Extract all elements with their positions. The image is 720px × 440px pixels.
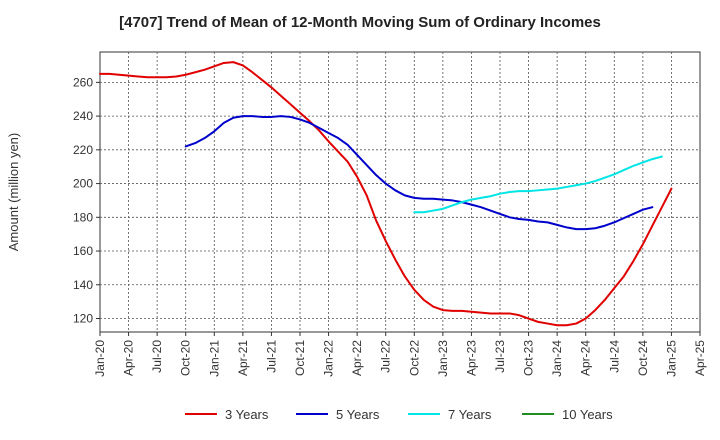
x-tick-label: Oct-22 [407,340,421,376]
y-tick-label: 260 [73,75,93,89]
x-tick-label: Apr-22 [350,340,364,376]
y-tick-label: 120 [73,312,93,326]
legend-label: 10 Years [562,407,613,422]
x-tick-label: Jul-23 [493,340,507,373]
x-tick-label: Apr-21 [236,340,250,376]
x-tick-label: Jul-24 [607,340,621,373]
series-line-5-years [184,115,654,231]
x-tick-label: Apr-24 [579,340,593,376]
x-tick-label: Oct-21 [293,340,307,376]
chart-title: [4707] Trend of Mean of 12-Month Moving … [119,14,601,31]
y-tick-label: 160 [73,244,93,258]
x-tick-label: Jan-23 [436,340,450,377]
x-tick-label: Apr-20 [122,340,136,376]
x-tick-label: Jan-24 [550,340,564,377]
x-tick-label: Jul-20 [150,340,164,373]
y-tick-label: 140 [73,278,93,292]
legend: 3 Years 5 Years 7 Years 10 Years [185,407,613,422]
legend-label: 7 Years [448,407,492,422]
x-tick-label: Apr-23 [464,340,478,376]
series-line-3-years [99,61,673,327]
y-tick-label: 220 [73,143,93,157]
x-tick-label: Jan-21 [207,340,221,377]
x-tick-label: Apr-25 [693,340,707,376]
tick-layer: 120 140 160 180 200 220 240 260 Jan-20 Apr-20 Jul-… [73,75,707,376]
y-tick-label: 200 [73,177,93,191]
y-tick-label: 180 [73,210,93,224]
legend-label: 3 Years [225,407,269,422]
x-tick-label: Oct-23 [522,340,536,376]
x-tick-label: Jul-22 [379,340,393,373]
series-line-7-years [413,155,663,214]
y-axis-label: Amount (million yen) [6,133,21,252]
series-layer [99,61,673,327]
y-tick-label: 240 [73,109,93,123]
x-tick-label: Jan-22 [322,340,336,377]
x-tick-label: Jul-21 [264,340,278,373]
x-tick-label: Oct-24 [636,340,650,376]
grid-layer [100,52,700,332]
x-tick-label: Oct-20 [179,340,193,376]
legend-label: 5 Years [336,407,380,422]
x-tick-label: Jan-25 [664,340,678,377]
x-tick-label: Jan-20 [93,340,107,377]
